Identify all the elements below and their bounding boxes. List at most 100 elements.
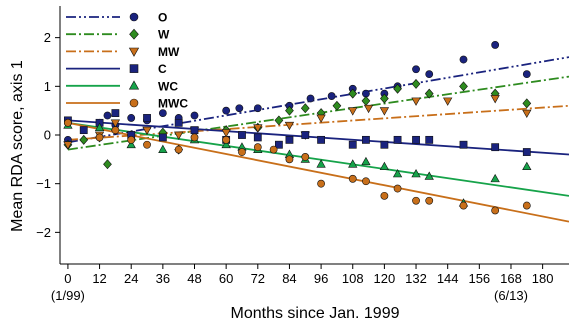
data-point-o bbox=[253, 104, 262, 113]
legend-marker-c bbox=[129, 64, 139, 73]
data-point-mw bbox=[221, 129, 231, 138]
data-point-c bbox=[459, 140, 468, 149]
x-tick-label: 108 bbox=[342, 271, 364, 286]
x-tick-label: 120 bbox=[374, 271, 396, 286]
data-point-c bbox=[190, 126, 199, 135]
data-point-mwc bbox=[143, 140, 151, 149]
data-point-c bbox=[174, 118, 183, 127]
data-point-w bbox=[380, 93, 389, 104]
data-point-w bbox=[300, 103, 310, 114]
data-point-wc bbox=[126, 139, 136, 149]
data-point-c bbox=[317, 135, 325, 144]
data-point-o bbox=[190, 111, 199, 120]
data-point-mwc bbox=[253, 143, 262, 152]
legend-label-c: C bbox=[158, 62, 167, 76]
y-tick-label: 1 bbox=[44, 79, 51, 94]
data-point-mw bbox=[411, 97, 421, 106]
x-tick-label: 60 bbox=[219, 271, 233, 286]
data-point-mwc bbox=[285, 155, 294, 164]
data-point-c bbox=[393, 135, 402, 144]
data-point-c bbox=[79, 126, 88, 135]
data-point-mwc bbox=[491, 206, 500, 215]
data-point-wc bbox=[221, 139, 231, 149]
data-point-mw bbox=[253, 124, 263, 133]
data-point-mwc bbox=[222, 135, 231, 144]
legend-label-w: W bbox=[158, 28, 170, 42]
data-point-w bbox=[348, 88, 358, 99]
data-point-wc bbox=[379, 161, 390, 171]
data-point-c bbox=[412, 135, 420, 144]
data-point-mw bbox=[142, 126, 152, 136]
data-point-w bbox=[411, 78, 421, 89]
y-tick-label: 2 bbox=[44, 30, 51, 45]
data-point-mwc bbox=[64, 118, 72, 127]
data-point-o bbox=[412, 65, 420, 74]
data-point-wc bbox=[411, 169, 421, 178]
x-tick-label: 84 bbox=[282, 271, 296, 286]
data-point-c bbox=[253, 133, 262, 142]
data-point-w bbox=[393, 83, 402, 94]
data-point-mw bbox=[443, 97, 453, 106]
y-tick-label: −1 bbox=[36, 176, 51, 191]
data-point-mw bbox=[522, 109, 532, 119]
legend-marker-w bbox=[129, 28, 139, 40]
data-point-o bbox=[103, 111, 112, 120]
data-point-c bbox=[348, 140, 357, 149]
data-point-c bbox=[274, 140, 283, 149]
data-point-mwc bbox=[412, 196, 420, 205]
x-tick-note: (1/99) bbox=[51, 288, 85, 303]
data-point-mw bbox=[490, 95, 500, 104]
data-point-wc bbox=[424, 171, 434, 180]
data-point-c bbox=[238, 131, 246, 139]
data-point-wc bbox=[158, 144, 168, 153]
data-point-w bbox=[522, 98, 532, 109]
data-point-mwc bbox=[238, 148, 246, 156]
data-point-mwc bbox=[380, 191, 389, 200]
y-axis: −2 −1 0 1 2 bbox=[36, 30, 60, 240]
data-point-w bbox=[361, 95, 371, 106]
x-tick-label: 180 bbox=[532, 271, 554, 286]
y-axis-label: Mean RDA score, axis 1 bbox=[9, 60, 26, 232]
trend-line-mwc bbox=[67, 121, 569, 223]
legend-marker-mw bbox=[128, 47, 140, 57]
data-point-mw bbox=[284, 121, 295, 131]
data-point-w bbox=[285, 105, 294, 116]
data-point-mwc bbox=[127, 135, 136, 144]
x-tick-label: 12 bbox=[92, 271, 106, 286]
data-point-o bbox=[327, 92, 336, 100]
x-tick-note: (6/13) bbox=[494, 288, 528, 303]
x-tick-label: 0 bbox=[64, 271, 71, 286]
data-point-c bbox=[143, 114, 151, 122]
data-point-mwc bbox=[348, 174, 357, 183]
trend-line-mw bbox=[67, 104, 569, 141]
data-point-mw bbox=[348, 107, 358, 116]
legend-marker-o bbox=[129, 12, 139, 22]
data-point-mwc bbox=[522, 201, 531, 210]
data-points bbox=[63, 41, 532, 215]
data-point-mwc bbox=[317, 179, 325, 188]
x-tick-label: 168 bbox=[500, 271, 522, 286]
data-point-o bbox=[425, 70, 434, 79]
data-point-wc bbox=[490, 173, 500, 183]
legend-label-mw: MW bbox=[158, 45, 180, 59]
x-tick-label: 48 bbox=[187, 271, 201, 286]
data-point-mw bbox=[110, 119, 121, 128]
data-point-o bbox=[491, 41, 500, 49]
data-point-o bbox=[222, 106, 231, 115]
data-point-wc bbox=[392, 169, 403, 178]
data-point-wc bbox=[522, 161, 532, 171]
legend-label-wc: WC bbox=[158, 79, 178, 93]
x-tick-label: 144 bbox=[437, 271, 459, 286]
data-point-wc bbox=[316, 159, 326, 168]
data-point-o bbox=[235, 104, 244, 113]
x-tick-label: 96 bbox=[314, 271, 328, 286]
data-point-mw bbox=[63, 141, 73, 150]
x-tick-label: 132 bbox=[405, 271, 427, 286]
data-point-c bbox=[285, 135, 294, 144]
y-tick-label: 0 bbox=[44, 128, 51, 143]
x-axis-label: Months since Jan. 1999 bbox=[231, 305, 400, 322]
trend-line-o bbox=[67, 56, 569, 144]
data-point-c bbox=[301, 131, 310, 139]
data-point-o bbox=[522, 70, 531, 79]
